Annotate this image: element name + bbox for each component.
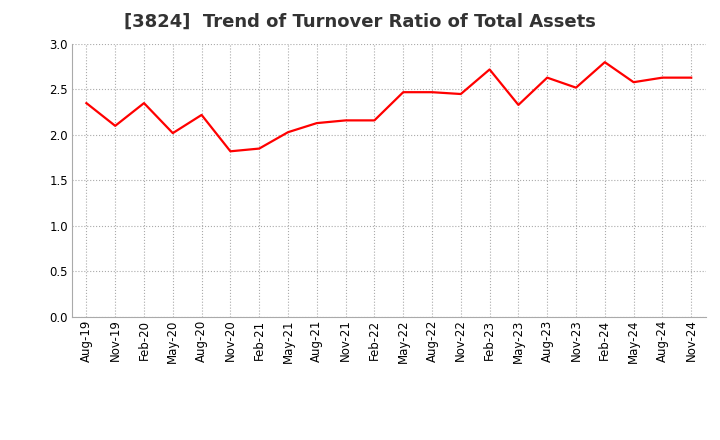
Text: [3824]  Trend of Turnover Ratio of Total Assets: [3824] Trend of Turnover Ratio of Total … <box>124 13 596 31</box>
